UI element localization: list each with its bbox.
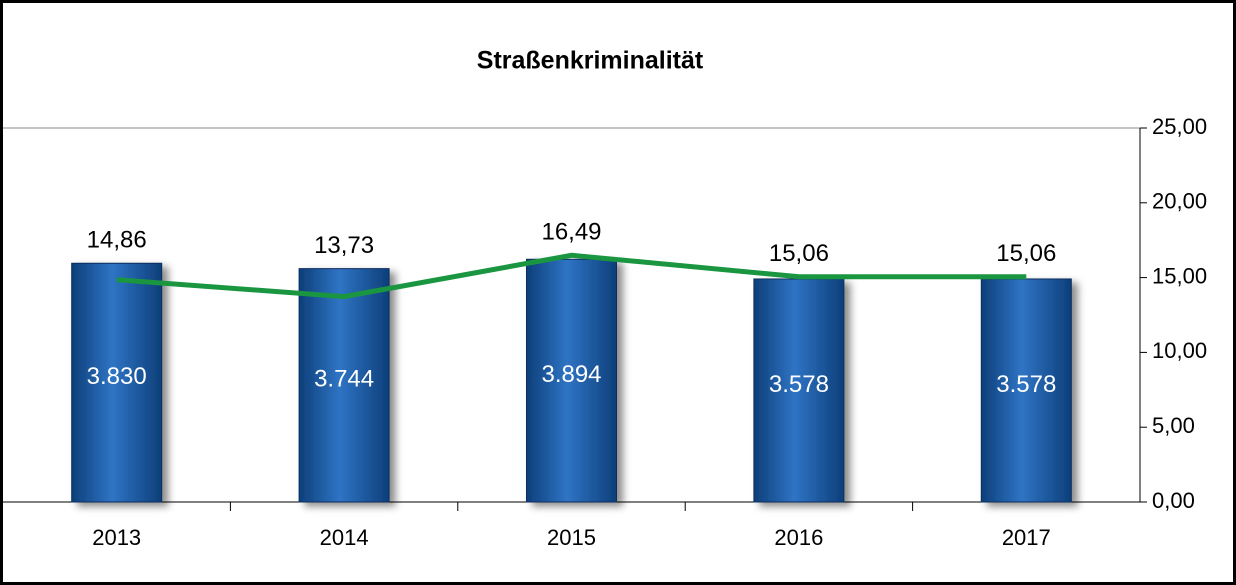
bar [526,258,617,503]
x-tick-label: 2016 [774,525,823,550]
bar-label: 3.894 [541,361,601,388]
y2-tick-label: 15,00 [1152,263,1207,288]
line-label: 15,06 [996,240,1056,267]
bar [980,278,1072,503]
line-label: 15,06 [769,240,829,267]
y2-tick-label: 10,00 [1152,338,1207,363]
y2-tick-label: 20,00 [1152,189,1207,214]
y2-tick-label: 25,00 [1152,114,1207,139]
bar [71,262,163,503]
chart-title: Straßenkriminalität [477,47,704,75]
x-tick-label: 2015 [547,525,596,550]
x-tick-label: 2013 [92,525,141,550]
bar-label: 3.744 [314,366,374,393]
bar-label: 3.830 [87,363,147,390]
y2-tick-label: 5,00 [1152,413,1195,438]
line-label: 13,73 [314,232,374,259]
bar-label: 3.578 [769,371,829,398]
y2-tick-label: 0,00 [1152,488,1195,513]
x-tick-label: 2014 [320,525,369,550]
bar [753,278,845,503]
bar [298,268,390,503]
line-label: 16,49 [541,219,601,246]
bar-label: 3.578 [996,371,1056,398]
line-label: 14,86 [87,227,147,254]
x-tick-label: 2017 [1002,525,1051,550]
line [116,252,1027,300]
